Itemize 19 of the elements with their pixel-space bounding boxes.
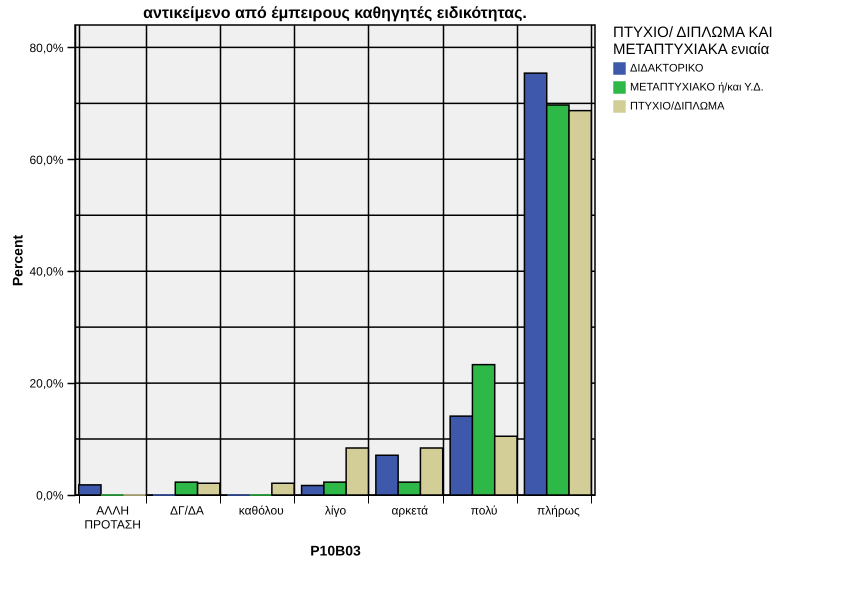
y-axis-title: Percent <box>9 234 26 286</box>
x-tick-label: πλήρως <box>536 504 580 518</box>
legend-label: ΜΕΤΑΠΤΥΧΙΑΚΟ ή/και Υ.Δ. <box>630 82 764 94</box>
y-tick-label: 20,0% <box>29 376 64 391</box>
legend-title: ΠΤΥΧΙΟ/ ΔΙΠΛΩΜΑ ΚΑΙ ΜΕΤΑΠΤΥΧΙΑΚΑ ενιαία <box>613 24 773 58</box>
x-axis-title: P10B03 <box>310 542 362 558</box>
legend-label: ΔΙΔΑΚΤΟΡΙΚΟ <box>630 62 704 74</box>
x-tick-label: ΔΓ/ΔΑ <box>170 504 204 518</box>
x-tick-label: λίγο <box>324 504 346 518</box>
y-tick-label: 40,0% <box>29 264 64 279</box>
x-tick-label: πολύ <box>470 504 498 518</box>
y-tick-label: 60,0% <box>29 152 64 167</box>
x-tick-label: καθόλου <box>238 504 284 518</box>
chart-title: αντικείμενο από έμπειρους καθηγητές ειδικότητας. <box>143 5 527 22</box>
legend-label: ΠΤΥΧΙΟ/ΔΙΠΛΩΜΑ <box>630 100 726 112</box>
y-tick-label: 0,0% <box>36 488 64 502</box>
x-tick-label: ΑΛΛΗ ΠΡΟΤΑΣΗ <box>84 504 141 532</box>
y-tick-label: 80,0% <box>29 40 64 55</box>
x-tick-label: αρκετά <box>391 504 428 518</box>
